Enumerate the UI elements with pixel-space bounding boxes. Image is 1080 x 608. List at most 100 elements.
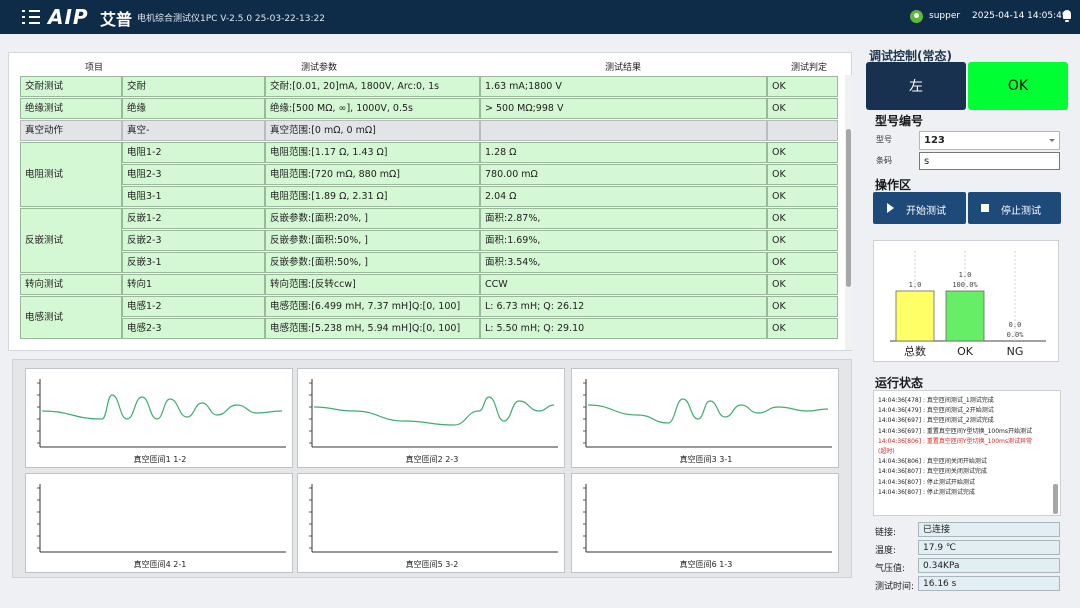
- stop-test-label: 停止测试: [1001, 206, 1041, 217]
- log-line: (超时): [878, 448, 895, 455]
- ok-button[interactable]: OK: [968, 62, 1068, 110]
- bar-category-label: NG: [1007, 345, 1024, 358]
- table-cell-judge: OK: [767, 296, 838, 317]
- status-title: 运行状态: [875, 376, 924, 390]
- bar-value-label: 1.0: [909, 281, 922, 289]
- log-line: 14:04:36[697] : 重置真空匝间Y型切换_100ms开始测试: [878, 427, 1033, 435]
- group-label: 转向测试: [20, 274, 122, 295]
- log-line: 14:04:36[806] : 重置真空匝间Y型切换_100ms测试异常: [878, 437, 1033, 445]
- waveform-chart: 真空匝间5 3-2: [297, 473, 565, 573]
- col-result: 测试结果: [605, 63, 642, 73]
- table-cell-params: 真空范围:[0 mΩ, 0 mΩ]: [265, 120, 480, 141]
- chart-label: 真空匝间4 2-1: [133, 560, 187, 569]
- table-cell-judge: OK: [767, 252, 838, 273]
- table-cell-name: 转向1: [122, 274, 265, 295]
- table-cell-params: 绝缘:[500 MΩ, ∞], 1000V, 0.5s: [265, 98, 480, 119]
- waveform-svg: [309, 379, 558, 448]
- waveform-line: [41, 394, 283, 420]
- stop-icon: [981, 204, 989, 212]
- table-cell-params: 转向范围:[反转ccw]: [265, 274, 480, 295]
- table-cell-params: 反嵌参数:[面积:50%, ]: [265, 252, 480, 273]
- chart-label: 真空匝间3 3-1: [679, 455, 733, 464]
- table-cell-params: 电阻范围:[1.17 Ω, 1.43 Ω]: [265, 142, 480, 163]
- play-icon: [887, 203, 894, 213]
- table-cell-name: 电感2-3: [122, 318, 265, 339]
- table-cell-result: L: 5.50 mH; Q: 29.10: [480, 318, 767, 339]
- waveform-chart: 真空匝间6 1-3: [571, 473, 839, 573]
- table-cell-name: 反嵌3-1: [122, 252, 265, 273]
- table-scroll-thumb[interactable]: [846, 129, 851, 287]
- table-cell-result: > 500 MΩ;998 V: [480, 98, 767, 119]
- start-test-button[interactable]: 开始测试: [873, 192, 966, 224]
- clock: 2025-04-14 14:05:49: [972, 11, 1068, 21]
- chart-label: 真空匝间2 2-3: [405, 455, 459, 464]
- table-cell-name: 反嵌2-3: [122, 230, 265, 251]
- bar-value-label: 1.0: [959, 271, 972, 279]
- chart-label: 真空匝间1 1-2: [133, 455, 187, 464]
- table-cell-result: 1.63 mA;1800 V: [480, 76, 767, 97]
- table-cell-result: CCW: [480, 274, 767, 295]
- table-cell-judge: OK: [767, 274, 838, 295]
- table-header: 项目 测试参数 测试结果 测试判定: [9, 53, 853, 75]
- waveform-chart: 真空匝间2 2-3: [297, 368, 565, 468]
- chevron-down-icon[interactable]: [1049, 139, 1055, 142]
- log-line: 14:04:36[697] : 真空匝间测试_2测试完成: [878, 417, 994, 425]
- connection-label: 链接:: [875, 528, 897, 538]
- waveform-chart: 真空匝间3 3-1: [571, 368, 839, 468]
- table-cell-judge: OK: [767, 186, 838, 207]
- model-select[interactable]: 123: [919, 131, 1060, 150]
- bar-category-label: 总数: [904, 344, 926, 358]
- table-cell-params: 电感范围:[6.499 mH, 7.37 mH]Q:[0, 100]: [265, 296, 480, 317]
- results-table: 项目 测试参数 测试结果 测试判定 交耐测试 交耐 交耐:[0.01, 20]mA,…: [8, 52, 852, 351]
- bell-icon[interactable]: [1062, 10, 1072, 22]
- temperature-value: 17.9 ℃: [918, 540, 1060, 555]
- table-cell-result: 2.04 Ω: [480, 186, 767, 207]
- table-cell-judge: OK: [767, 98, 838, 119]
- brand-name: 艾普: [100, 10, 133, 29]
- group-label: 真空动作: [20, 120, 122, 141]
- table-cell-judge: OK: [767, 230, 838, 251]
- waveform-svg: [583, 379, 832, 448]
- test-time-label: 测试时间:: [875, 582, 915, 592]
- log-line: 14:04:36[479] : 真空匝间测试_2开始测试: [878, 407, 994, 415]
- waveform-line: [587, 398, 829, 424]
- menu-icon[interactable]: [22, 10, 40, 24]
- table-cell-name: 真空-: [122, 120, 265, 141]
- status-log[interactable]: 14:04:36[478] : 真空匝间测试_1测试完成 14:04:36[479…: [873, 390, 1061, 516]
- waveform-chart: 真空匝间1 1-2: [25, 368, 293, 468]
- table-cell-name: 电感1-2: [122, 296, 265, 317]
- app-title: 电机综合测试仪1PC V-2.5.0 25-03-22-13:22: [137, 14, 325, 24]
- temperature-label: 温度:: [875, 546, 897, 556]
- table-cell-name: 绝缘: [122, 98, 265, 119]
- model-label: 型号: [876, 135, 892, 144]
- table-cell-judge: OK: [767, 208, 838, 229]
- test-time-value: 16.16 s: [918, 576, 1060, 591]
- table-cell-params: 反嵌参数:[面积:20%, ]: [265, 208, 480, 229]
- start-test-label: 开始测试: [906, 206, 946, 217]
- table-cell-result: 面积:1.69%,: [480, 230, 767, 251]
- table-cell-params: 交耐:[0.01, 20]mA, 1800V, Arc:0, 1s: [265, 76, 480, 97]
- group-label: 反嵌测试: [20, 208, 122, 273]
- group-label: 绝缘测试: [20, 98, 122, 119]
- table-cell-name: 交耐: [122, 76, 265, 97]
- table-cell-name: 电阻3-1: [122, 186, 265, 207]
- group-label: 交耐测试: [20, 76, 122, 97]
- group-label: 电阻测试: [20, 142, 122, 207]
- user-icon[interactable]: [910, 10, 923, 23]
- waveform-chart: 真空匝间4 2-1: [25, 473, 293, 573]
- stats-bar-chart: 1.0 总数 1.0 100.0% OK 0.0 0.0% NG: [873, 240, 1059, 362]
- log-line: 14:04:36[478] : 真空匝间测试_1测试完成: [878, 397, 994, 404]
- col-judge: 测试判定: [791, 63, 828, 73]
- table-cell-result: [480, 120, 767, 141]
- table-cell-result: 面积:2.87%,: [480, 208, 767, 229]
- username[interactable]: supper: [929, 11, 961, 21]
- waveform-panel: 真空匝间1 1-2 真空匝间2 2-3 真空匝间3 3-1 真空匝间4 2-1 真空匝间…: [12, 359, 852, 578]
- table-cell-result: L: 6.73 mH; Q: 26.12: [480, 296, 767, 317]
- log-scroll-thumb[interactable]: [1053, 484, 1058, 514]
- logo: AIP: [48, 5, 89, 29]
- waveform-svg: [583, 484, 832, 553]
- connection-value: 已连接: [918, 522, 1060, 537]
- stop-test-button[interactable]: 停止测试: [968, 192, 1061, 224]
- left-button[interactable]: 左: [866, 62, 966, 110]
- barcode-input[interactable]: s: [919, 152, 1060, 170]
